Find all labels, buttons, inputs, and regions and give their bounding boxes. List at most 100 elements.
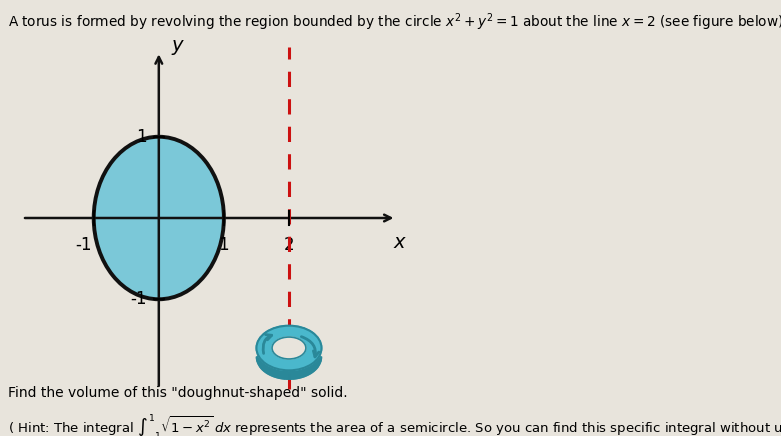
Polygon shape bbox=[305, 357, 320, 364]
Polygon shape bbox=[287, 364, 288, 379]
Polygon shape bbox=[305, 355, 321, 361]
Text: -1: -1 bbox=[76, 236, 92, 254]
Polygon shape bbox=[273, 363, 281, 377]
Polygon shape bbox=[257, 355, 273, 361]
Polygon shape bbox=[272, 363, 280, 376]
Polygon shape bbox=[262, 360, 276, 371]
Polygon shape bbox=[257, 355, 273, 361]
Polygon shape bbox=[266, 361, 277, 373]
Polygon shape bbox=[294, 364, 300, 378]
Polygon shape bbox=[292, 364, 296, 379]
Circle shape bbox=[94, 137, 224, 299]
Polygon shape bbox=[299, 362, 308, 375]
Polygon shape bbox=[268, 361, 278, 374]
Polygon shape bbox=[259, 358, 273, 367]
Text: 1: 1 bbox=[219, 236, 229, 254]
Polygon shape bbox=[294, 364, 301, 378]
Polygon shape bbox=[305, 355, 321, 362]
Polygon shape bbox=[294, 364, 298, 378]
Polygon shape bbox=[300, 361, 311, 374]
Polygon shape bbox=[267, 361, 278, 374]
Polygon shape bbox=[280, 364, 284, 378]
Polygon shape bbox=[257, 354, 273, 360]
Text: 1: 1 bbox=[137, 128, 147, 146]
Ellipse shape bbox=[272, 337, 306, 359]
Text: $x$: $x$ bbox=[393, 233, 407, 252]
Polygon shape bbox=[258, 357, 273, 364]
Polygon shape bbox=[297, 363, 305, 377]
Polygon shape bbox=[292, 364, 297, 379]
Polygon shape bbox=[284, 364, 287, 379]
Polygon shape bbox=[304, 358, 319, 367]
Polygon shape bbox=[276, 364, 283, 378]
Polygon shape bbox=[305, 354, 321, 360]
Polygon shape bbox=[262, 360, 276, 370]
Polygon shape bbox=[299, 362, 309, 375]
Polygon shape bbox=[276, 363, 283, 378]
Polygon shape bbox=[291, 364, 294, 379]
Polygon shape bbox=[270, 362, 280, 375]
Polygon shape bbox=[296, 363, 304, 377]
Polygon shape bbox=[277, 364, 284, 378]
Polygon shape bbox=[288, 364, 290, 379]
Polygon shape bbox=[291, 364, 294, 379]
Polygon shape bbox=[278, 364, 284, 378]
Polygon shape bbox=[284, 364, 287, 379]
Text: 2: 2 bbox=[284, 236, 294, 254]
Polygon shape bbox=[271, 362, 280, 376]
Polygon shape bbox=[260, 358, 274, 368]
Polygon shape bbox=[303, 359, 316, 370]
Polygon shape bbox=[256, 353, 272, 358]
Polygon shape bbox=[262, 359, 275, 370]
Polygon shape bbox=[306, 353, 322, 358]
Polygon shape bbox=[305, 356, 321, 363]
Ellipse shape bbox=[256, 326, 322, 370]
Polygon shape bbox=[265, 361, 276, 372]
Polygon shape bbox=[259, 358, 274, 367]
Polygon shape bbox=[302, 360, 316, 370]
Polygon shape bbox=[256, 354, 272, 359]
Polygon shape bbox=[257, 355, 273, 362]
Polygon shape bbox=[303, 359, 317, 369]
Polygon shape bbox=[282, 364, 286, 379]
Polygon shape bbox=[306, 354, 322, 358]
Polygon shape bbox=[305, 355, 321, 361]
Polygon shape bbox=[256, 354, 272, 358]
Polygon shape bbox=[306, 354, 322, 359]
Polygon shape bbox=[264, 361, 276, 372]
Polygon shape bbox=[290, 364, 291, 379]
Polygon shape bbox=[295, 364, 301, 378]
Polygon shape bbox=[305, 356, 320, 363]
Polygon shape bbox=[263, 360, 276, 371]
Polygon shape bbox=[293, 364, 298, 378]
Polygon shape bbox=[285, 364, 287, 379]
Ellipse shape bbox=[272, 337, 306, 359]
Polygon shape bbox=[273, 363, 281, 377]
Polygon shape bbox=[269, 362, 279, 375]
Polygon shape bbox=[295, 363, 302, 378]
Polygon shape bbox=[301, 361, 312, 373]
Polygon shape bbox=[298, 363, 306, 376]
Polygon shape bbox=[304, 359, 317, 368]
Polygon shape bbox=[274, 363, 282, 377]
Polygon shape bbox=[261, 359, 274, 368]
Text: $y$: $y$ bbox=[170, 38, 185, 57]
Polygon shape bbox=[280, 364, 285, 378]
Polygon shape bbox=[301, 361, 314, 372]
Polygon shape bbox=[261, 359, 275, 369]
Text: -1: -1 bbox=[130, 290, 147, 308]
Polygon shape bbox=[291, 364, 293, 379]
Text: A torus is formed by revolving the region bounded by the circle $x^2 + y^2 = 1$ : A torus is formed by revolving the regio… bbox=[8, 11, 781, 33]
Polygon shape bbox=[304, 358, 318, 368]
Polygon shape bbox=[259, 357, 273, 365]
Polygon shape bbox=[298, 362, 307, 376]
Polygon shape bbox=[305, 357, 319, 365]
Polygon shape bbox=[289, 364, 291, 379]
Text: Find the volume of this "doughnut-shaped" solid.: Find the volume of this "doughnut-shaped… bbox=[8, 386, 348, 400]
Polygon shape bbox=[281, 364, 286, 379]
Polygon shape bbox=[302, 360, 316, 371]
Polygon shape bbox=[258, 357, 273, 364]
Polygon shape bbox=[301, 361, 312, 373]
Polygon shape bbox=[259, 358, 273, 366]
Polygon shape bbox=[300, 361, 310, 374]
